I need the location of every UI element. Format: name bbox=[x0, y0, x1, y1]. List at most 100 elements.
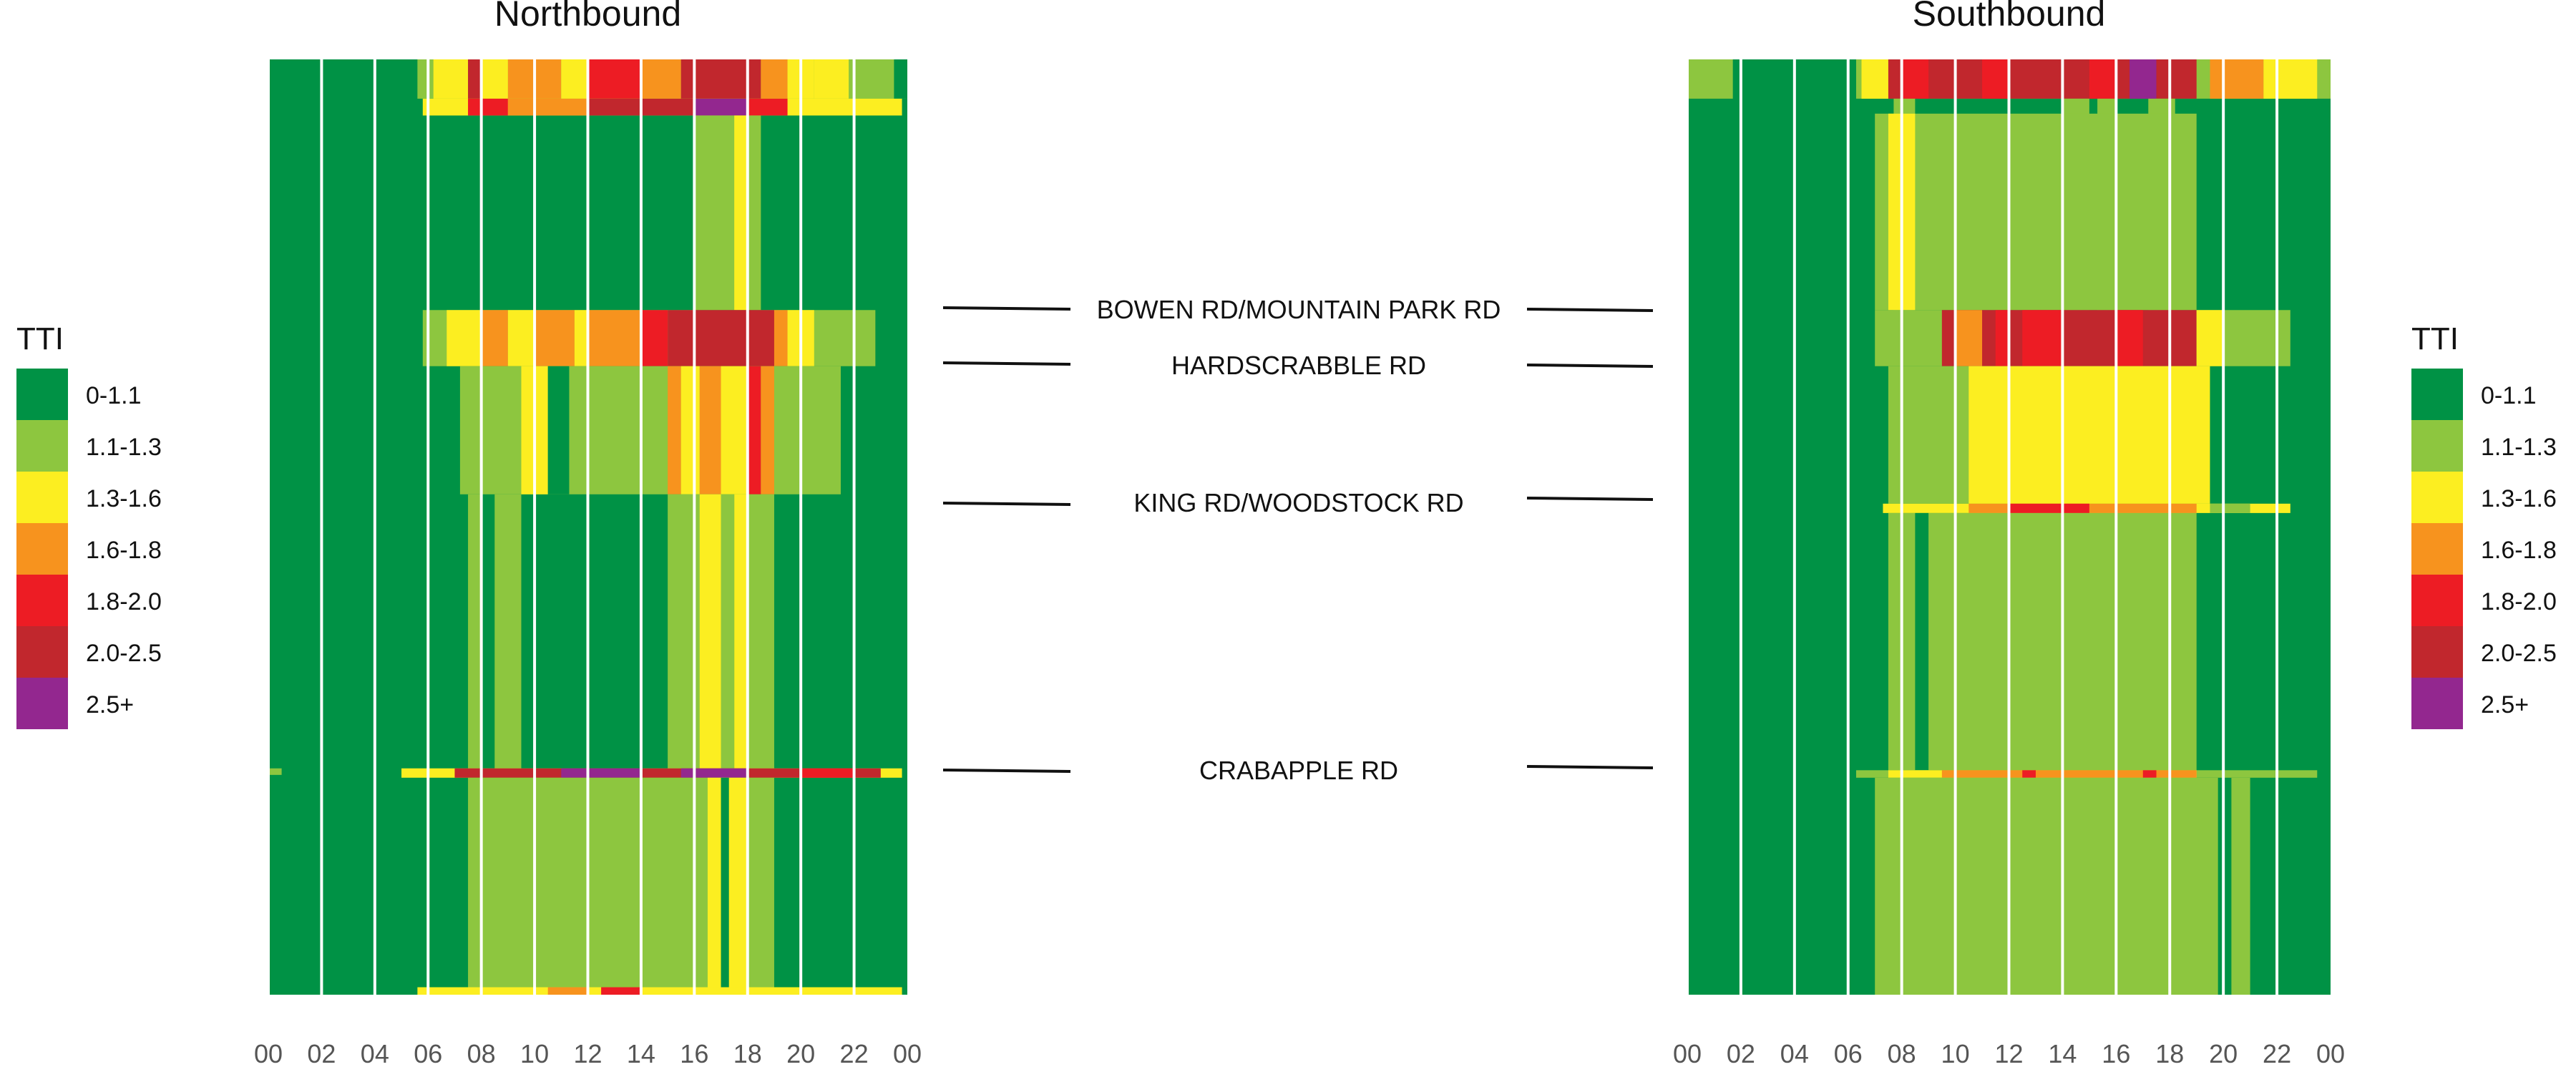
x-tick-label: 12 bbox=[573, 1039, 602, 1068]
x-tick-label: 06 bbox=[1834, 1039, 1863, 1068]
legend-label: 0-1.1 bbox=[86, 382, 142, 409]
heatmap-cell bbox=[468, 98, 508, 116]
heatmap-cell bbox=[535, 310, 575, 366]
landmark-marker: BOWEN RD/MOUNTAIN PARK RD bbox=[942, 295, 1654, 324]
landmark-line-left bbox=[942, 769, 1071, 773]
heatmap-cell bbox=[561, 768, 641, 778]
heatmap-cell bbox=[447, 310, 482, 366]
x-tick-label: 06 bbox=[414, 1039, 442, 1068]
legend-label: 1.6-1.8 bbox=[2481, 537, 2557, 564]
landmark-marker: KING RD/WOODSTOCK RD bbox=[942, 488, 1654, 517]
heatmap-cell bbox=[2210, 59, 2264, 99]
x-tick-label: 14 bbox=[627, 1039, 655, 1068]
heatmap-cell bbox=[1888, 512, 2197, 771]
heatmap-cell bbox=[680, 768, 748, 778]
landmark-line-right bbox=[1526, 765, 1654, 769]
x-tick-label: 14 bbox=[2048, 1039, 2077, 1068]
heatmap-cell bbox=[761, 59, 788, 99]
heatmap-cell bbox=[668, 366, 681, 494]
heatmap-cell bbox=[1955, 310, 1983, 366]
heatmap-cell bbox=[2142, 770, 2157, 778]
x-tick-label: 08 bbox=[467, 1039, 496, 1068]
heatmap-cell bbox=[2263, 59, 2318, 99]
x-tick-label: 12 bbox=[1994, 1039, 2023, 1068]
heatmap-cell bbox=[417, 987, 902, 995]
legend-swatch bbox=[16, 575, 68, 626]
legend-label: 2.5+ bbox=[2481, 691, 2529, 718]
legend-label: 1.6-1.8 bbox=[86, 537, 162, 564]
heatmap-cell bbox=[2210, 503, 2250, 513]
landmark-label: KING RD/WOODSTOCK RD bbox=[1133, 488, 1463, 517]
legend-swatch bbox=[2411, 369, 2463, 420]
heatmap-cell bbox=[2022, 310, 2063, 366]
x-tick-label: 10 bbox=[1941, 1039, 1970, 1068]
legend-title: TTI bbox=[2411, 321, 2459, 356]
landmark-line-right bbox=[1526, 308, 1654, 312]
heatmap-cell bbox=[547, 987, 588, 995]
heatmap-cell bbox=[680, 366, 700, 494]
x-tick-label: 00 bbox=[893, 1039, 922, 1068]
x-tick-label: 20 bbox=[786, 1039, 815, 1068]
legend-swatch bbox=[2411, 678, 2463, 729]
legend-right: TTI 0-1.1 1.1-1.3 1.3-1.6 1.6-1.8 1.8-2.0 2.0-… bbox=[2411, 321, 2557, 729]
heatmap-cell bbox=[774, 310, 788, 366]
legend-swatch bbox=[16, 420, 68, 472]
heatmap-cell bbox=[721, 366, 748, 494]
heatmap-panel-southbound: Southbound 00 02 04 06 08 10 12 14 16 18 20 22 00 bbox=[1673, 0, 2345, 1068]
heatmap-cell bbox=[454, 768, 881, 778]
heatmap-cell bbox=[761, 366, 774, 494]
legend-swatch bbox=[2411, 420, 2463, 472]
x-tick-label: 20 bbox=[2209, 1039, 2238, 1068]
heatmap-cell bbox=[668, 310, 774, 366]
panel-title: Northbound bbox=[494, 0, 681, 34]
legend-label: 1.3-1.6 bbox=[86, 485, 162, 512]
heatmap-cell bbox=[1861, 59, 1888, 99]
landmark-line-left bbox=[942, 306, 1071, 311]
legend-swatch bbox=[16, 472, 68, 523]
heatmap-cell bbox=[481, 310, 508, 366]
legend-swatch bbox=[2411, 472, 2463, 523]
legend-swatch bbox=[2411, 523, 2463, 575]
legend-swatch bbox=[2411, 626, 2463, 678]
legend-label: 1.1-1.3 bbox=[86, 434, 162, 461]
heatmap-cell bbox=[2116, 310, 2143, 366]
heatmap-panel-northbound: Northbound 00 02 04 06 08 10 12 14 16 18 20 22 00 bbox=[254, 0, 922, 1068]
legend-left: TTI 0-1.1 1.1-1.3 1.3-1.6 1.6-1.8 1.8-2.0 2.0-… bbox=[16, 321, 162, 729]
x-tick-label: 04 bbox=[361, 1039, 389, 1068]
x-tick-label: 00 bbox=[2316, 1039, 2345, 1068]
heatmap-cell bbox=[2009, 503, 2089, 513]
heatmap-cell bbox=[468, 59, 482, 99]
heatmap-cell bbox=[1687, 59, 1733, 99]
x-tick-label: 16 bbox=[680, 1039, 708, 1068]
heatmap-cell bbox=[699, 494, 721, 775]
x-tick-label: 10 bbox=[520, 1039, 549, 1068]
heatmap-cell bbox=[640, 59, 681, 99]
heatmap-cell bbox=[734, 494, 748, 775]
landmark-marker: HARDSCRABBLE RD bbox=[942, 351, 1654, 380]
panel-title: Southbound bbox=[1913, 0, 2106, 34]
heatmap-cell bbox=[699, 366, 721, 494]
heatmap-cell bbox=[2196, 310, 2224, 366]
heatmap-cell bbox=[747, 494, 774, 775]
heatmap-cell bbox=[494, 494, 522, 775]
x-tick-label: 00 bbox=[254, 1039, 283, 1068]
heatmap-cell bbox=[561, 59, 588, 99]
landmark-line-right bbox=[1526, 364, 1654, 368]
heatmap-cell bbox=[2022, 770, 2036, 778]
landmark-label: CRABAPPLE RD bbox=[1199, 756, 1398, 785]
heatmap-cell bbox=[433, 59, 469, 99]
heatmap-cell bbox=[849, 59, 894, 99]
heatmap-cell bbox=[694, 115, 761, 311]
heatmap-cell bbox=[468, 494, 482, 775]
legend-label: 1.3-1.6 bbox=[2481, 485, 2557, 512]
legend-label: 1.8-2.0 bbox=[86, 588, 162, 615]
heatmap-cell bbox=[894, 59, 907, 99]
x-tick-label: 00 bbox=[1673, 1039, 1702, 1068]
heatmap-cell bbox=[601, 987, 641, 995]
heatmap-cell bbox=[1941, 310, 2197, 366]
landmark-line-left bbox=[942, 361, 1071, 366]
legend-swatch bbox=[16, 369, 68, 420]
heatmap-cell bbox=[481, 59, 508, 99]
landmark-line-right bbox=[1526, 497, 1654, 501]
